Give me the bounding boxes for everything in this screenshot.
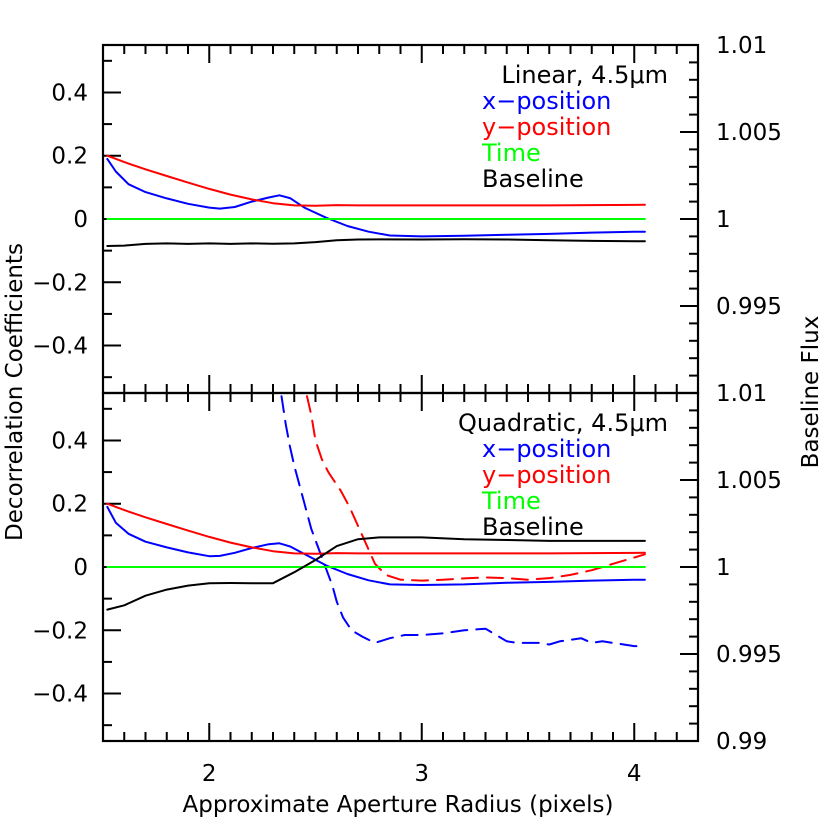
series-line-x-position (106, 505, 646, 586)
series-line-baseline (106, 238, 646, 247)
y-tick-label-right: 1 (716, 207, 731, 233)
y-tick-label-left: 0 (73, 555, 88, 581)
y-tick-label-right: 1.01 (716, 381, 767, 407)
y-tick-label-left: 0 (73, 207, 88, 233)
x-tick-label: 3 (414, 761, 429, 787)
y-tick-label-right: 1.005 (716, 120, 782, 146)
series-line-y-position-quadratic-term (306, 395, 646, 582)
y-tick-label-left: 0.2 (51, 492, 88, 518)
y-tick-label-right: 0.995 (716, 642, 782, 668)
panel-quadratic: 0.4 0.2 0 −0.2 −0.4 1.01 1.005 1 0.995 0.99 Quadra… (32, 381, 782, 787)
x-axis-label: Approximate Aperture Radius (pixels) (183, 792, 614, 818)
y-tick-label-left: −0.4 (32, 334, 88, 360)
series-group (106, 154, 646, 247)
y-axis-label-right: Baseline Flux (798, 316, 824, 469)
legend-title: Linear, 4.5μm (501, 61, 668, 89)
legend-quadratic: Quadratic, 4.5μmx−positiony−positionTime… (458, 409, 668, 541)
legend-entry: x−position (482, 87, 611, 115)
series-line-x-position (106, 157, 646, 238)
y-tick-label-left: −0.2 (32, 270, 88, 296)
legend-entry: y−position (482, 113, 611, 141)
y-tick-label-left: −0.2 (32, 618, 88, 644)
y-tick-label-left: −0.4 (32, 682, 88, 708)
legend-entry: x−position (482, 435, 611, 463)
panel-linear: 0.4 0.2 0 −0.2 −0.4 1.01 1.005 1 0.995 Linear, 4.… (32, 33, 782, 395)
y-tick-label-right: 1.005 (716, 468, 782, 494)
series-line-x-position-quadratic-term (280, 395, 646, 648)
y-tick-label-right: 1.01 (716, 33, 767, 59)
legend-entry: Time (481, 139, 541, 167)
y-tick-label-left: 0.4 (51, 428, 88, 454)
y-tick-label-right: 0.99 (716, 729, 767, 755)
legend-entry: Baseline (482, 513, 584, 541)
series-line-y-position (106, 502, 646, 555)
y-axis-label-left: Decorrelation Coefficients (2, 243, 28, 541)
legend-linear: Linear, 4.5μmx−positiony−positionTimeBas… (481, 61, 668, 193)
series-line-baseline (106, 536, 646, 611)
y-tick-label-right: 0.995 (716, 294, 782, 320)
series-line-y-position (106, 154, 646, 207)
y-tick-label-left: 0.4 (51, 80, 88, 106)
series-group (106, 395, 646, 648)
legend-entry: y−position (482, 461, 611, 489)
legend-title: Quadratic, 4.5μm (458, 409, 668, 437)
legend-entry: Baseline (482, 165, 584, 193)
y-tick-label-left: 0.2 (51, 144, 88, 170)
legend-entry: Time (481, 487, 541, 515)
x-tick-label: 4 (627, 761, 642, 787)
y-tick-label-right: 1 (716, 555, 731, 581)
x-tick-label: 2 (202, 761, 217, 787)
